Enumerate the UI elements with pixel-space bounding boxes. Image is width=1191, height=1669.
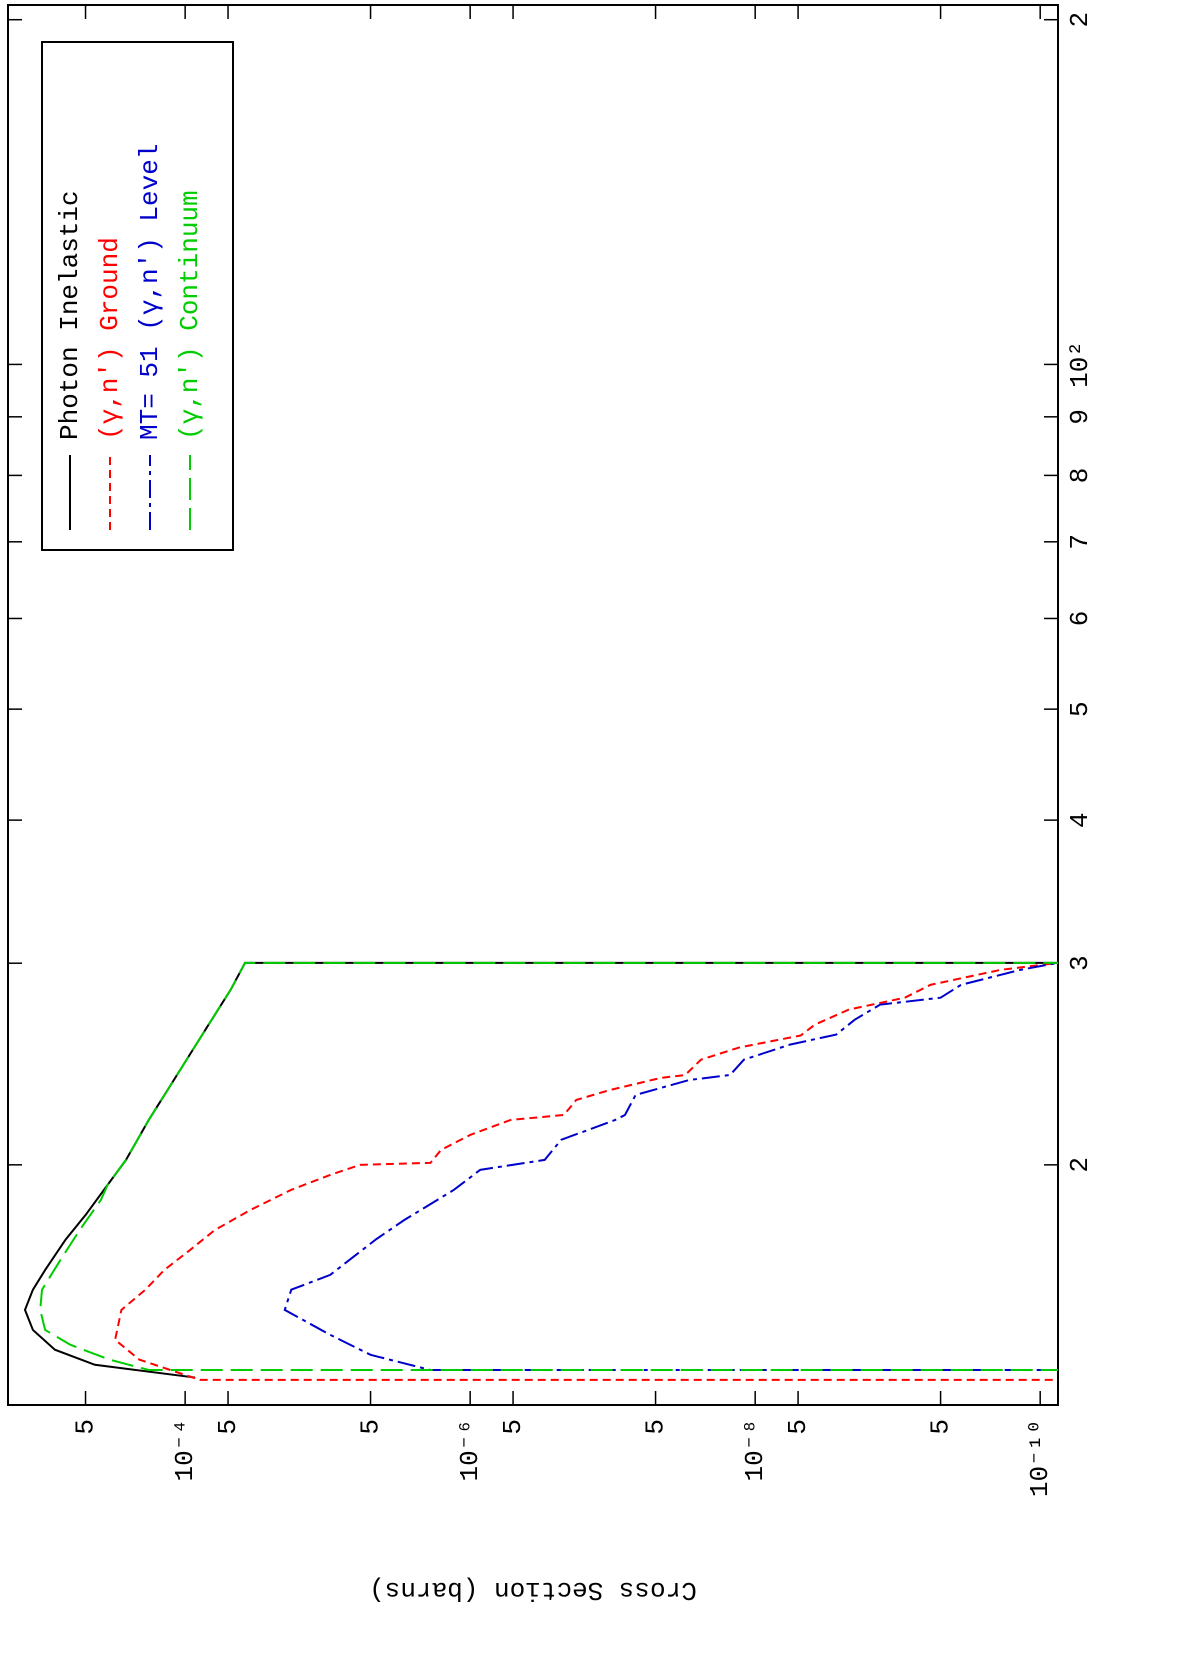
plot-frame — [7, 4, 1059, 1406]
x-tick-label: 10² — [1065, 341, 1095, 388]
x-tick-label: 5 — [1065, 701, 1095, 717]
y-tick-label: 5 — [213, 1419, 243, 1435]
x-tick-label: 7 — [1065, 534, 1095, 550]
x-tick-label: 2 — [1065, 12, 1095, 28]
y-tick-label: 10⁻⁴ — [170, 1419, 200, 1481]
rotated-plot: Cross Section (barns) 2 3 4 5 6 7 8 9 10² 2 5 10⁻⁴ 5… — [7, 4, 1095, 1605]
plot-area — [23, 961, 1058, 1381]
y-tick-label: 10⁻⁸ — [740, 1419, 770, 1481]
y-axis-label: Cross Section (barns) — [369, 1575, 697, 1605]
y-tick-label: 5 — [70, 1419, 100, 1435]
x-tick-label: 9 — [1065, 409, 1095, 425]
x-tick-label: 8 — [1065, 468, 1095, 484]
legend-label: Photon Inelastic — [55, 190, 85, 440]
y-tick-label: 5 — [355, 1419, 385, 1435]
legend-label: (γ,n') Ground — [95, 237, 125, 440]
x-tick-label: 3 — [1065, 955, 1095, 971]
legend-label: (γ,n') Continuum — [175, 190, 205, 440]
x-tick-label: 2 — [1065, 1157, 1095, 1173]
y-tick-label: 5 — [640, 1419, 670, 1435]
x-tick-label: 6 — [1065, 611, 1095, 627]
legend-box — [41, 41, 234, 551]
series-line — [39, 961, 1058, 1371]
series-line — [114, 961, 1058, 1381]
series-line — [283, 961, 1058, 1371]
legend-label: MT= 51 (γ,n') Level — [135, 144, 165, 440]
y-tick-label: 10⁻¹⁰ — [1025, 1419, 1055, 1497]
x-tick-label: 4 — [1065, 812, 1095, 828]
y-tick-label: 5 — [498, 1419, 528, 1435]
series-line — [23, 961, 1058, 1379]
y-tick-label: 10⁻⁶ — [455, 1419, 485, 1481]
y-tick-label: 5 — [925, 1419, 955, 1435]
y-tick-label: 5 — [783, 1419, 813, 1435]
